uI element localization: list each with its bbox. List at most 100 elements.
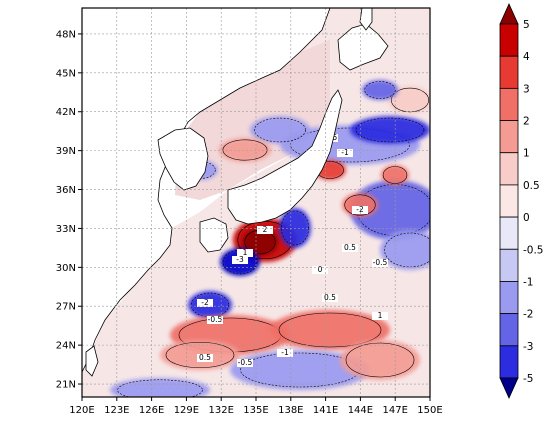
taiwan <box>85 345 99 377</box>
neg-sea-japan <box>250 116 310 144</box>
colorbar-label: 5 <box>523 19 530 31</box>
japan-hokkaido <box>337 23 389 71</box>
neg-band-22n <box>230 350 370 390</box>
lat-tick-label: 27N <box>56 302 76 313</box>
contour-label: 1 <box>378 311 383 320</box>
neg-sea-japan-contour <box>254 117 306 143</box>
contour-label: 1 <box>243 248 248 257</box>
neg-blob-east-contour <box>290 127 410 163</box>
lon-tick-label: 120E <box>69 405 94 416</box>
colorbar-bottom-arrow <box>499 377 519 399</box>
lon-tick-label: 135E <box>243 405 268 416</box>
contour-label-bg <box>372 312 388 320</box>
colorbar-segment <box>499 152 519 186</box>
lon-tick-label: 129E <box>174 405 199 416</box>
contour-label-bg <box>207 316 223 324</box>
neg-core-ne <box>350 116 430 144</box>
neg-blob-kuroshio-ext <box>350 180 430 240</box>
lon-tick-label: 141E <box>313 405 338 416</box>
contour-label-bg <box>237 359 253 367</box>
contour-label-bg <box>237 249 253 257</box>
contour-label-bg <box>312 266 328 274</box>
marginal-sea-base <box>175 40 330 200</box>
colorbar-segment <box>499 313 519 347</box>
contour-label-bg <box>277 349 293 357</box>
colorbar-segment <box>499 184 519 218</box>
pos-kuril <box>388 86 430 114</box>
neg-core-138e-contour <box>281 210 309 246</box>
contour-label: -0.5 <box>208 315 223 324</box>
latitude-axis: 21N 24N 27N 30N 33N 36N 39N 42N 45N 48N <box>56 29 82 391</box>
graticule <box>82 8 430 397</box>
contour-label-bg <box>197 354 213 362</box>
neg-blob-se-contour <box>384 232 430 268</box>
contour-label: -0.5 <box>373 258 388 267</box>
colorbar-label: 1 <box>523 148 530 160</box>
colorbar-label: 2 <box>523 116 530 128</box>
contour-label-bg <box>257 226 273 234</box>
contour-label-bg <box>352 206 368 214</box>
lon-tick-label: 126E <box>139 405 164 416</box>
contour-label-bg <box>232 256 248 264</box>
neg-band-sw-contour <box>117 379 203 397</box>
colorbar-segment <box>499 120 519 154</box>
lat-tick-label: 42N <box>56 107 76 118</box>
colorbar-segment <box>499 23 519 57</box>
colorbar-segment <box>499 248 519 282</box>
colorbar-label: -5 <box>523 373 533 385</box>
colorbar-top-arrow <box>499 3 519 25</box>
contour-label-bg <box>372 259 388 267</box>
neg-kuril <box>362 80 398 100</box>
neg-blob-se <box>380 230 430 270</box>
colorbar-segment <box>499 87 519 121</box>
colorbar-segment <box>499 55 519 89</box>
pos-band-se <box>340 340 420 380</box>
pos-core-sanriku <box>381 165 409 185</box>
pos-band-25n-east <box>270 310 390 350</box>
lat-tick-label: 45N <box>56 68 76 79</box>
pos-band-se-contour <box>345 342 415 378</box>
contour-label-bg <box>337 149 353 157</box>
lat-tick-label: 30N <box>56 263 76 274</box>
japan-kyushu <box>199 217 229 253</box>
lat-tick-label: 24N <box>56 341 76 352</box>
colorbar-label: 0 <box>523 212 530 224</box>
colorbar-label: 4 <box>523 51 530 63</box>
lat-tick-label: 33N <box>56 224 76 235</box>
contour-label-bg <box>197 299 213 307</box>
contour-label-bg <box>342 244 358 252</box>
lat-tick-label: 21N <box>56 380 76 391</box>
colorbar-label: 3 <box>523 83 530 95</box>
pos-core-144e <box>342 193 378 217</box>
contour-label: -3 <box>236 255 244 264</box>
colorbar: 5 4 3 2 1 0.5 0 -0.5 -1 -2 -3 -5 <box>499 3 544 399</box>
pos-sea-japan <box>219 138 271 162</box>
neg-core-131e-contour <box>191 292 230 318</box>
lon-tick-label: 147E <box>382 405 407 416</box>
colorbar-label: -3 <box>523 341 533 353</box>
longitude-axis: 120E 123E 126E 129E 132E 135E 138E 141E 144E 147E… <box>69 397 443 416</box>
sakhalin <box>359 8 373 31</box>
neg-core-138e <box>279 208 311 248</box>
contour-label: 0.5 <box>199 353 211 362</box>
contour-label: 0.5 <box>324 293 336 302</box>
colorbar-label: -2 <box>523 309 533 321</box>
contour-label: 0 <box>318 265 323 274</box>
contour-label: -2 <box>201 298 209 307</box>
pos-sea-japan-contour <box>222 139 268 161</box>
pos-band-23n-contour <box>165 341 235 369</box>
lat-tick-label: 39N <box>56 146 76 157</box>
lon-tick-label: 123E <box>104 405 129 416</box>
pos-band-25n-east-contour <box>278 312 382 348</box>
lat-tick-label: 36N <box>56 185 76 196</box>
colorbar-segment <box>499 281 519 315</box>
colorbar-label: -0.5 <box>523 244 544 256</box>
land-mask <box>82 8 389 377</box>
mainland-asia <box>82 8 331 373</box>
korea <box>157 127 209 191</box>
colorbar-label: 0.5 <box>523 180 540 192</box>
contour-label: -1 <box>281 348 289 357</box>
pos-core-sanriku-contour <box>382 166 408 184</box>
lon-tick-label: 150E <box>417 405 442 416</box>
